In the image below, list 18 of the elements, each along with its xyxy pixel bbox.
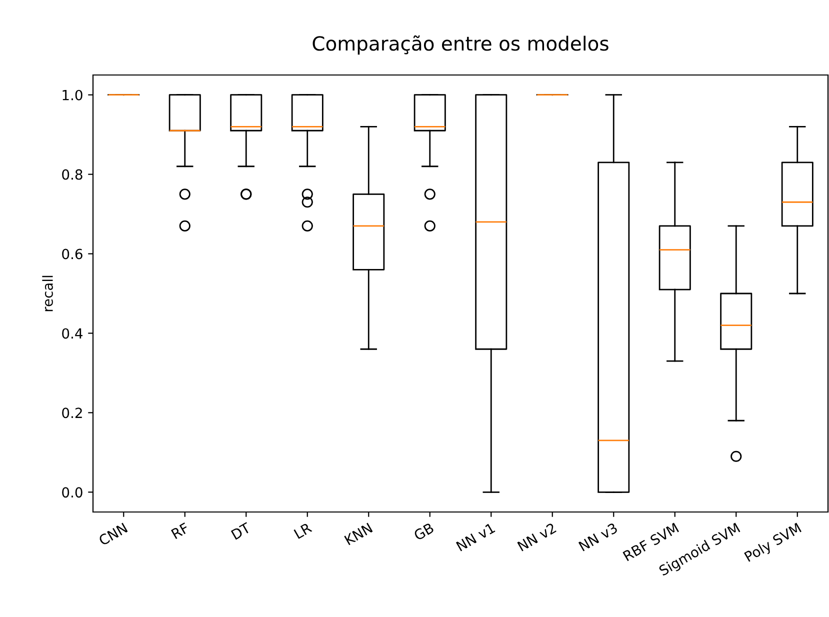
x-tick-label: LR [294,522,312,539]
x-tick-label: DT [230,522,252,540]
y-tick-label: 0.4 [62,328,82,339]
x-tick-label: GB [413,522,434,541]
y-tick-label: 0.0 [62,487,82,498]
y-tick-label: 1.0 [62,90,82,100]
x-tick-label: RF [170,522,190,539]
chart-title: Comparação entre os modelos [312,35,608,55]
x-tick-label: KNN [344,522,373,546]
x-tick-label: Poly SVM [744,522,803,564]
x-tick-label: NN v2 [517,522,556,552]
y-tick-label: 0.6 [62,248,82,260]
y-tick-label: 0.8 [62,169,82,180]
y-axis-title: recall [42,276,53,312]
x-tick-label: CNN [98,522,128,546]
x-tick-label: NN v3 [578,522,618,552]
x-tick-label: NN v1 [456,522,496,552]
y-tick-label: 0.2 [62,408,82,418]
